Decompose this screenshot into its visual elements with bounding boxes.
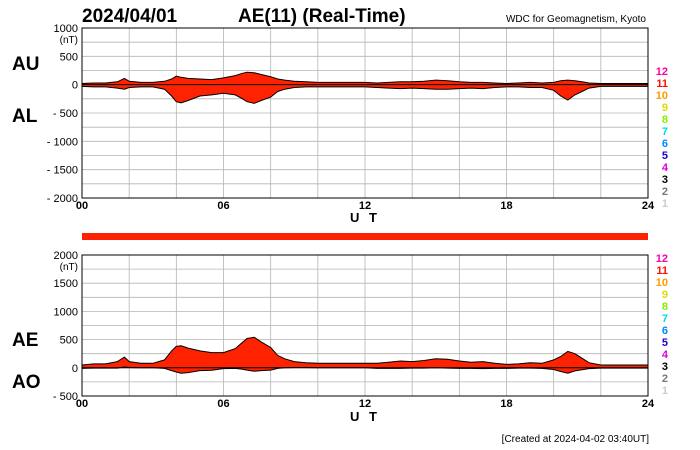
y-tick-label: 1000 <box>54 306 78 318</box>
station-legend-item: 10 <box>656 277 668 289</box>
series-line-al <box>81 85 648 104</box>
x-tick-label: 12 <box>359 200 371 212</box>
station-legend-item: 11 <box>656 265 668 277</box>
series-line-ae <box>81 336 648 366</box>
created-timestamp: [Created at 2024-04-02 03:40UT] <box>502 434 650 445</box>
station-legend-item: 9 <box>662 102 668 114</box>
y-tick-label: 0 <box>72 80 78 92</box>
index-label-au: AU <box>12 54 39 75</box>
station-legend-item: 6 <box>662 325 668 337</box>
y-tick-label: 1500 <box>54 278 78 290</box>
station-legend-item: 5 <box>662 150 668 162</box>
series-area-ae <box>82 337 648 368</box>
y-tick-label: 0 <box>72 363 78 375</box>
station-legend-item: 7 <box>662 126 668 138</box>
station-legend-item: 5 <box>662 337 668 349</box>
x-axis-label: U T <box>350 210 380 225</box>
station-legend-item: 9 <box>662 289 668 301</box>
x-tick-label: 00 <box>76 398 88 410</box>
station-legend-item: 8 <box>662 301 668 313</box>
series-area-al <box>82 84 648 104</box>
x-tick-label: 00 <box>76 200 88 212</box>
y-unit-label: (nT) <box>60 35 78 46</box>
station-legend-item: 7 <box>662 313 668 325</box>
plot-frame <box>81 27 649 199</box>
series-line-au <box>81 71 648 85</box>
station-count-bar <box>82 233 648 240</box>
station-legend-item: 12 <box>656 253 668 265</box>
y-tick-label: - 500 <box>53 391 78 403</box>
y-tick-label: - 2000 <box>47 193 78 205</box>
x-tick-label: 18 <box>500 200 512 212</box>
station-legend-item: 2 <box>662 373 668 385</box>
x-axis-label: U T <box>350 409 380 424</box>
station-legend-item: 1 <box>662 385 668 397</box>
data-source: WDC for Geomagnetism, Kyoto <box>506 14 646 25</box>
x-tick-label: 24 <box>642 398 655 410</box>
y-tick-label: - 1000 <box>47 136 78 148</box>
plot-frame <box>81 254 649 397</box>
station-legend-item: 11 <box>656 78 668 90</box>
chart-title: AE(11) (Real-Time) <box>238 6 406 27</box>
station-legend-item: 4 <box>662 349 669 361</box>
station-legend-item: 8 <box>662 114 668 126</box>
station-legend-item: 1 <box>662 198 668 210</box>
station-legend-item: 3 <box>662 174 668 186</box>
x-tick-label: 18 <box>500 398 512 410</box>
x-tick-label: 06 <box>217 398 229 410</box>
x-tick-label: 12 <box>359 398 371 410</box>
chart-date: 2024/04/01 <box>82 6 178 27</box>
y-tick-label: 500 <box>60 51 78 63</box>
station-legend-item: 6 <box>662 138 668 150</box>
index-label-ae: AE <box>12 330 38 351</box>
au-al-panel: 1000 500 0 - 500 - 1000 - 1500 - 2000 (nT) 00 06 1… <box>12 23 655 225</box>
series-area-au <box>82 72 648 85</box>
station-legend-item: 4 <box>662 162 669 174</box>
x-tick-label: 06 <box>217 200 229 212</box>
station-legend-item: 2 <box>662 186 668 198</box>
y-tick-label: 2000 <box>54 250 78 262</box>
index-label-ao: AO <box>12 372 41 393</box>
index-label-al: AL <box>12 106 38 127</box>
y-unit-label: (nT) <box>60 262 78 273</box>
y-tick-label: - 500 <box>53 108 78 120</box>
x-tick-label: 24 <box>642 200 655 212</box>
station-legend-item: 12 <box>656 66 668 78</box>
y-tick-label: - 1500 <box>47 165 78 177</box>
station-legend-item: 3 <box>662 361 668 373</box>
y-tick-label: 1000 <box>54 23 78 35</box>
station-legend-item: 10 <box>656 90 668 102</box>
y-tick-label: 500 <box>60 335 78 347</box>
ae-ao-panel: 2000 1500 1000 500 0 - 500 (nT) 00 06 12 18 24 U T AE… <box>12 250 655 424</box>
